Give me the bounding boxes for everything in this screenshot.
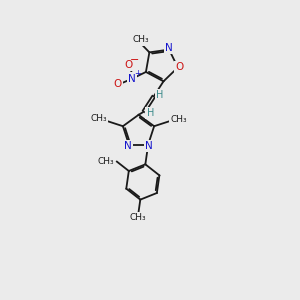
Text: O: O [124, 59, 133, 70]
Text: CH₃: CH₃ [90, 114, 107, 123]
Text: O: O [114, 79, 122, 89]
Text: N: N [124, 141, 132, 151]
Text: CH₃: CH₃ [130, 213, 146, 222]
Text: H: H [146, 108, 154, 118]
Text: CH₃: CH₃ [132, 35, 148, 44]
Text: CH₃: CH₃ [97, 157, 114, 166]
Text: N: N [145, 141, 153, 151]
Text: H: H [156, 90, 164, 100]
Text: O: O [175, 62, 183, 73]
Text: CH₃: CH₃ [170, 115, 187, 124]
Text: N: N [165, 43, 173, 53]
Text: −: − [130, 55, 140, 65]
Text: +: + [134, 69, 141, 78]
Text: N: N [128, 74, 136, 84]
